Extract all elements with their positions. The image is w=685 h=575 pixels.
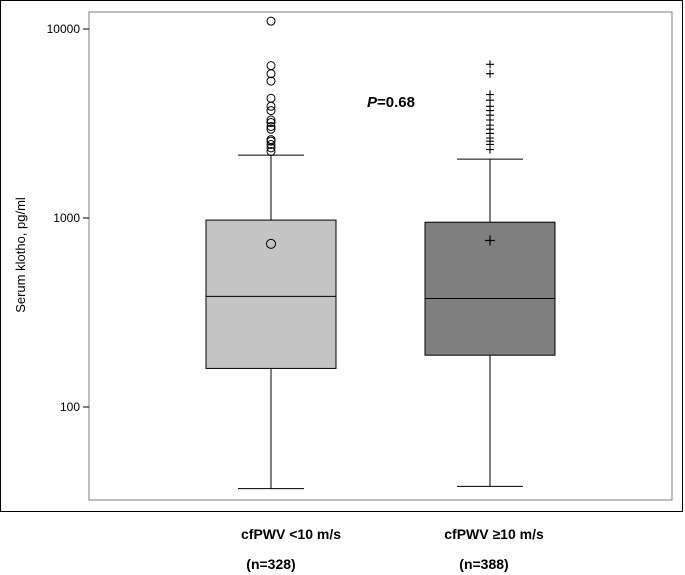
figure-frame [0, 0, 683, 512]
y-tick-label-100: 100 [60, 400, 80, 414]
outlier-point [266, 16, 276, 26]
iqr-box [205, 219, 337, 369]
y-tick-label-10000: 10000 [47, 22, 81, 36]
p-value-annotation: P=0.68 [367, 94, 415, 111]
mean-marker [266, 238, 276, 249]
y-tick-label-1000: 1000 [53, 211, 80, 225]
p-value-text: =0.68 [377, 94, 415, 111]
mean-marker [485, 235, 495, 246]
outlier-point [486, 60, 494, 69]
outlier-point [266, 93, 276, 103]
category-label-2: cfPWV ≥10 m/s [444, 526, 544, 542]
outlier-point [266, 124, 276, 134]
outlier-point [266, 118, 276, 128]
outlier-point [266, 61, 276, 71]
category-n-1: (n=328) [246, 556, 296, 572]
outlier-point [486, 90, 494, 99]
outlier-point [266, 115, 276, 125]
y-axis-label: Serum klotho, pg/ml [13, 197, 28, 313]
outlier-point [266, 76, 276, 86]
outlier-point [266, 139, 276, 149]
plot-area [88, 11, 673, 501]
boxes [205, 16, 556, 490]
box-group-2 [424, 60, 556, 487]
p-value-symbol: P [367, 94, 378, 111]
outlier-point [266, 121, 276, 131]
category-n-2: (n=388) [459, 556, 509, 572]
outlier-point [266, 135, 276, 145]
outlier-point [486, 69, 494, 78]
outlier-point [266, 106, 276, 116]
box-group-1 [205, 16, 337, 490]
y-axis: 100 1000 10000 [47, 22, 89, 414]
outlier-point [266, 146, 276, 156]
category-label-1: cfPWV <10 m/s [241, 526, 341, 542]
